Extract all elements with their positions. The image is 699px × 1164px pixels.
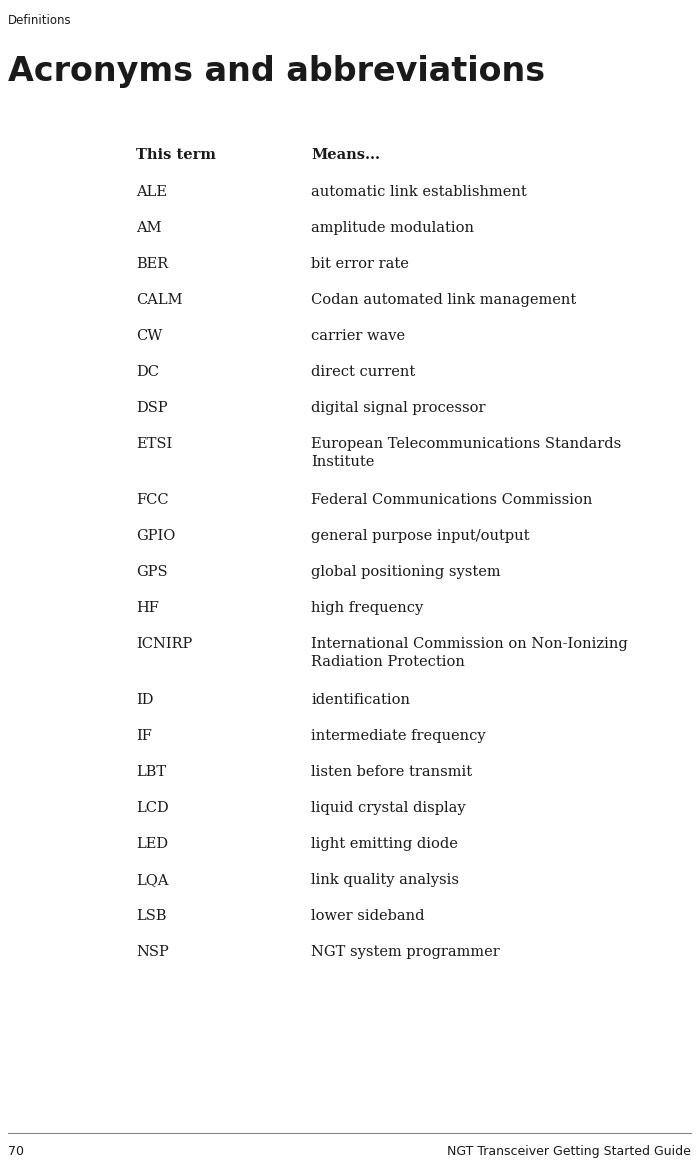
- Text: direct current: direct current: [311, 365, 415, 379]
- Text: LCD: LCD: [136, 801, 169, 815]
- Text: European Telecommunications Standards
Institute: European Telecommunications Standards In…: [311, 436, 621, 469]
- Text: NSP: NSP: [136, 945, 169, 959]
- Text: high frequency: high frequency: [311, 601, 424, 615]
- Text: ETSI: ETSI: [136, 436, 173, 450]
- Text: FCC: FCC: [136, 494, 169, 508]
- Text: ID: ID: [136, 693, 154, 707]
- Text: GPIO: GPIO: [136, 528, 175, 542]
- Text: NGT system programmer: NGT system programmer: [311, 945, 500, 959]
- Text: intermediate frequency: intermediate frequency: [311, 729, 486, 743]
- Text: 70: 70: [8, 1145, 24, 1158]
- Text: bit error rate: bit error rate: [311, 257, 409, 271]
- Text: HF: HF: [136, 601, 159, 615]
- Text: link quality analysis: link quality analysis: [311, 873, 459, 887]
- Text: light emitting diode: light emitting diode: [311, 837, 458, 851]
- Text: DC: DC: [136, 365, 159, 379]
- Text: AM: AM: [136, 221, 161, 235]
- Text: BER: BER: [136, 257, 168, 271]
- Text: automatic link establishment: automatic link establishment: [311, 185, 527, 199]
- Text: Means...: Means...: [311, 148, 380, 162]
- Text: ALE: ALE: [136, 185, 167, 199]
- Text: Definitions: Definitions: [8, 14, 71, 27]
- Text: CALM: CALM: [136, 293, 183, 307]
- Text: CW: CW: [136, 329, 163, 343]
- Text: global positioning system: global positioning system: [311, 565, 500, 579]
- Text: ICNIRP: ICNIRP: [136, 637, 192, 651]
- Text: Acronyms and abbreviations: Acronyms and abbreviations: [8, 55, 545, 88]
- Text: carrier wave: carrier wave: [311, 329, 405, 343]
- Text: This term: This term: [136, 148, 216, 162]
- Text: LSB: LSB: [136, 909, 167, 923]
- Text: lower sideband: lower sideband: [311, 909, 424, 923]
- Text: LBT: LBT: [136, 765, 166, 779]
- Text: liquid crystal display: liquid crystal display: [311, 801, 466, 815]
- Text: DSP: DSP: [136, 402, 168, 416]
- Text: LQA: LQA: [136, 873, 168, 887]
- Text: listen before transmit: listen before transmit: [311, 765, 473, 779]
- Text: NGT Transceiver Getting Started Guide: NGT Transceiver Getting Started Guide: [447, 1145, 691, 1158]
- Text: digital signal processor: digital signal processor: [311, 402, 486, 416]
- Text: Codan automated link management: Codan automated link management: [311, 293, 576, 307]
- Text: LED: LED: [136, 837, 168, 851]
- Text: IF: IF: [136, 729, 152, 743]
- Text: identification: identification: [311, 693, 410, 707]
- Text: general purpose input/output: general purpose input/output: [311, 528, 530, 542]
- Text: amplitude modulation: amplitude modulation: [311, 221, 474, 235]
- Text: Federal Communications Commission: Federal Communications Commission: [311, 494, 593, 508]
- Text: GPS: GPS: [136, 565, 168, 579]
- Text: International Commission on Non-Ionizing
Radiation Protection: International Commission on Non-Ionizing…: [311, 637, 628, 669]
